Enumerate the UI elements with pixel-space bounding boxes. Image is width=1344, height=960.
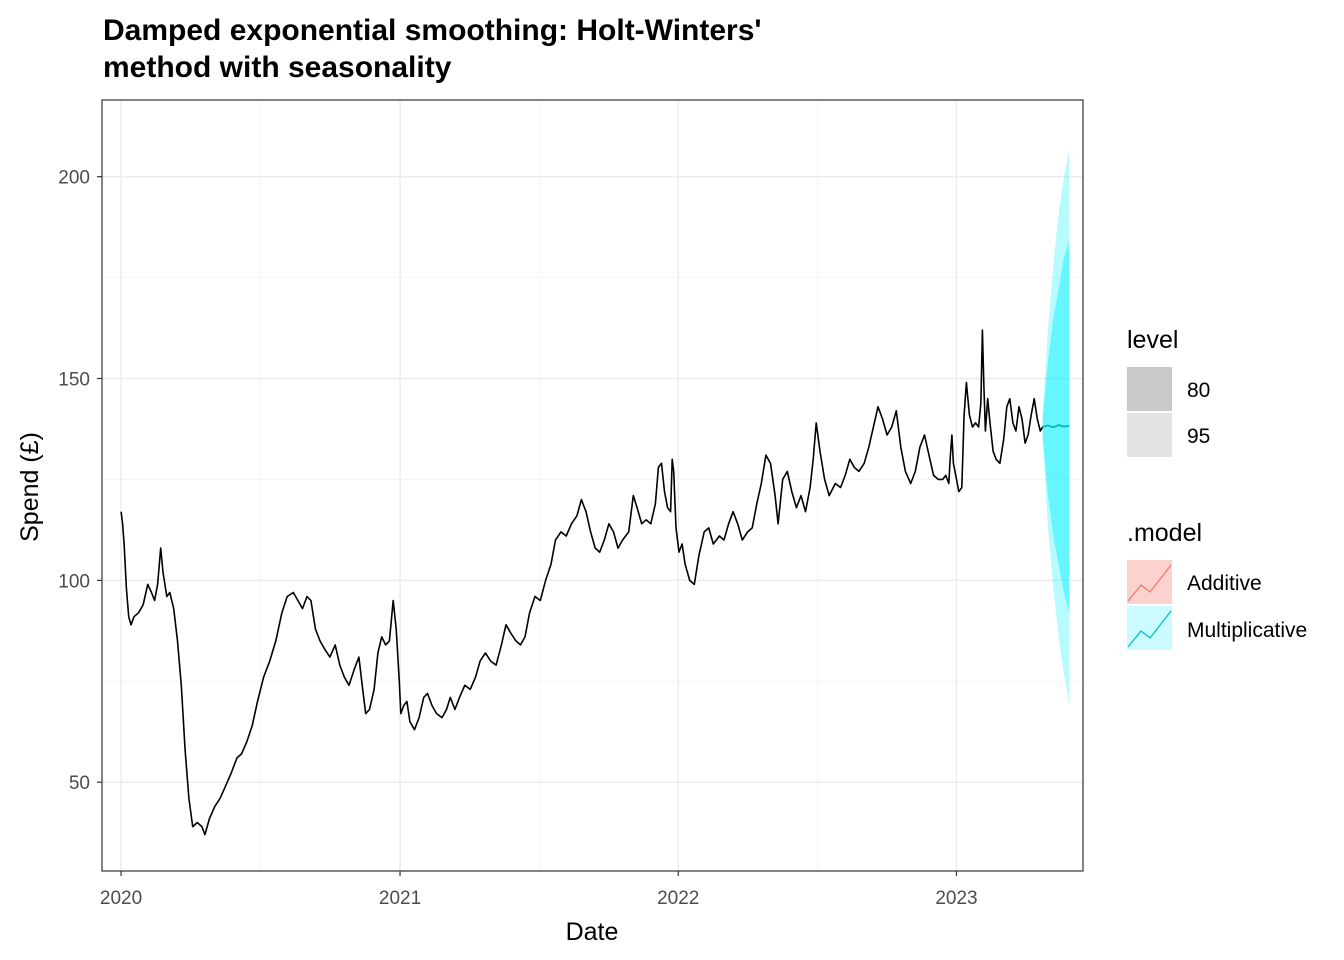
grid-major-lines <box>102 100 1083 871</box>
chart-title-line-1: Damped exponential smoothing: Holt-Winte… <box>103 14 762 47</box>
series-layer <box>120 329 1070 836</box>
x-tick-label: 2020 <box>100 888 142 909</box>
plot-panel-border <box>101 99 1084 872</box>
y-axis-title: Spend (£) <box>16 432 44 542</box>
legend-model-title: .model <box>1127 519 1202 547</box>
y-tick-label: 150 <box>58 370 90 391</box>
legend-model-label-additive: Additive <box>1187 572 1262 595</box>
forecast-mean-line <box>1042 424 1070 429</box>
chart-title: Damped exponential smoothing: Holt-Winte… <box>103 12 923 86</box>
legend-model-line-additive <box>1127 564 1172 602</box>
y-tick-label: 100 <box>58 571 90 592</box>
y-tick-label: 50 <box>69 773 90 794</box>
series-line-spend <box>120 329 1044 836</box>
legend-model-label-multiplicative: Multiplicative <box>1187 619 1307 642</box>
x-tick-label: 2022 <box>657 888 699 909</box>
legend-model: .model Additive Multiplicative <box>1127 519 1307 650</box>
legend-model-swatch-additive <box>1127 560 1172 604</box>
legend-model-line-multiplicative <box>1127 610 1172 648</box>
legend-model-swatch-multiplicative <box>1127 606 1172 650</box>
grid-minor-lines <box>102 100 1083 871</box>
legend-level-title: level <box>1127 326 1178 354</box>
x-tick-label: 2023 <box>935 888 977 909</box>
x-tick-label: 2021 <box>379 888 421 909</box>
legend-level-label-95: 95 <box>1187 425 1210 448</box>
legend-level-swatch-95 <box>1127 413 1172 457</box>
x-axis-title: Date <box>566 918 619 946</box>
chart-title-line-2: method with seasonality <box>103 51 452 84</box>
legend-level-label-80: 80 <box>1187 379 1210 402</box>
legend-level: level 80 95 <box>1127 326 1210 457</box>
axis-ticks: 50 100 150 200 2020 2021 2022 2023 <box>58 168 977 909</box>
legend-level-swatch-80 <box>1127 367 1172 411</box>
y-tick-label: 200 <box>58 168 90 189</box>
